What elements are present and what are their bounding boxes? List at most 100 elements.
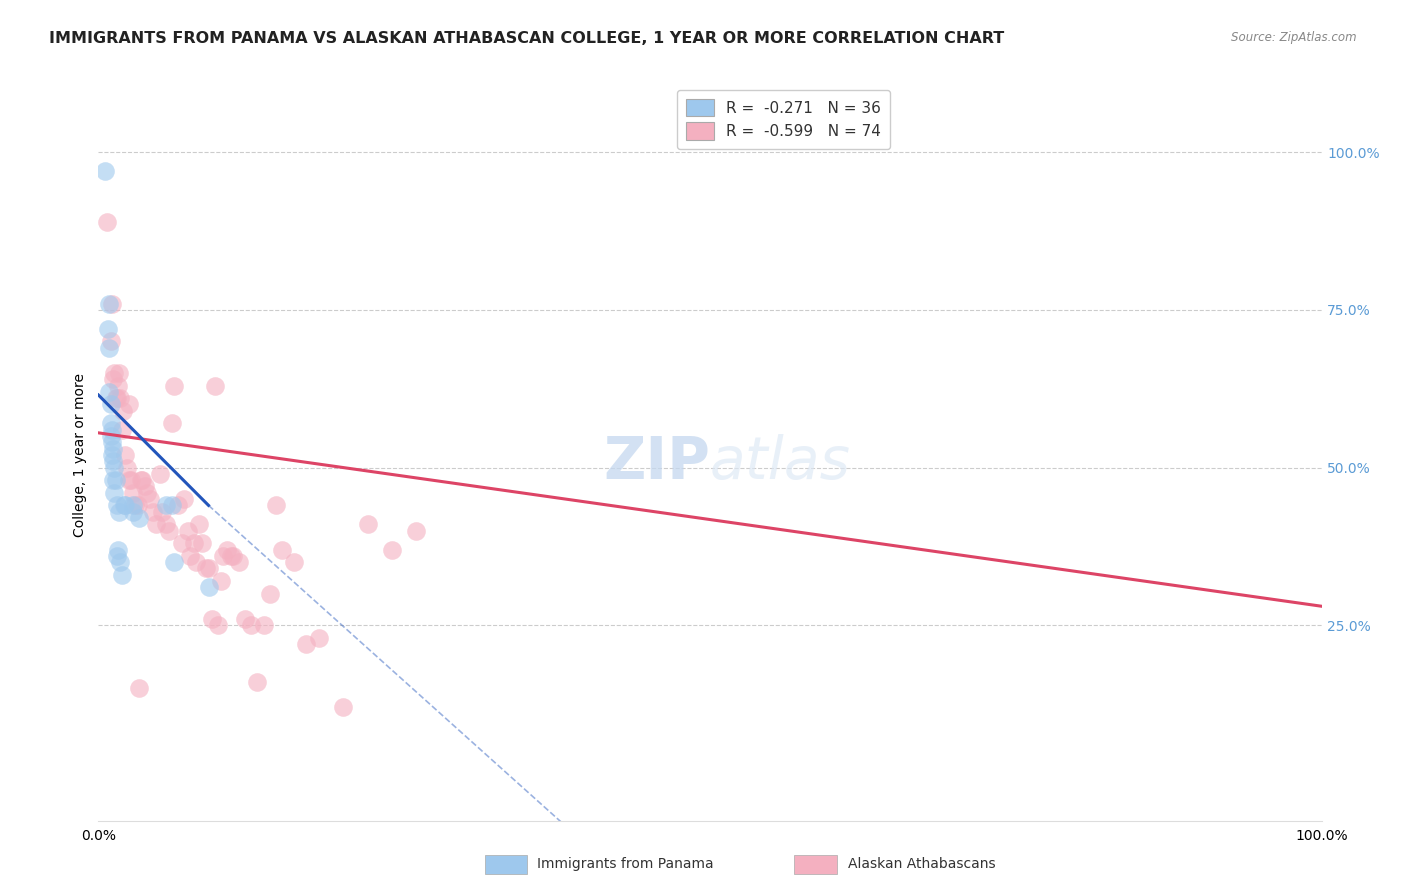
Point (103, 366, 125, 380)
Point (283, 555, 305, 569)
Point (111, 567, 134, 582)
Point (112, 499, 135, 513)
Legend: R =  -0.271   N = 36, R =  -0.599   N = 74: R = -0.271 N = 36, R = -0.599 N = 74 (676, 89, 890, 149)
Point (124, 499, 146, 513)
Point (114, 448, 136, 462)
Point (163, 555, 186, 569)
Point (107, 378, 129, 392)
Point (100, 417, 122, 431)
Point (105, 499, 128, 513)
Point (101, 454, 124, 468)
Point (233, 612, 256, 626)
Point (105, 549, 128, 563)
Point (170, 536, 193, 550)
Point (207, 618, 229, 632)
Point (108, 366, 131, 380)
Point (246, 674, 269, 689)
Point (197, 580, 219, 594)
Point (163, 378, 186, 392)
Text: Source: ZipAtlas.com: Source: ZipAtlas.com (1232, 31, 1357, 45)
Point (264, 499, 287, 513)
Y-axis label: College, 1 year or more: College, 1 year or more (73, 373, 87, 537)
Point (107, 542, 129, 557)
Point (97, 322, 120, 336)
Point (259, 587, 281, 601)
Point (108, 505, 131, 519)
Point (111, 404, 134, 418)
Point (101, 473, 124, 487)
Point (160, 417, 183, 431)
Point (405, 524, 427, 538)
Point (103, 460, 125, 475)
Point (215, 542, 238, 557)
Point (111, 423, 134, 437)
Point (252, 618, 274, 632)
Point (98, 384, 121, 399)
Point (219, 549, 242, 563)
Point (101, 435, 124, 450)
Text: Immigrants from Panama: Immigrants from Panama (537, 857, 714, 871)
Text: atlas: atlas (710, 434, 851, 491)
Point (240, 618, 263, 632)
Point (212, 549, 235, 563)
Point (104, 473, 127, 487)
Point (101, 296, 124, 310)
Point (204, 378, 226, 392)
Point (98, 341, 121, 355)
Point (201, 612, 224, 626)
Point (100, 334, 122, 349)
Point (155, 517, 177, 532)
Point (105, 391, 128, 405)
Point (155, 499, 177, 513)
Point (222, 549, 245, 563)
Text: IMMIGRANTS FROM PANAMA VS ALASKAN ATHABASCAN COLLEGE, 1 YEAR OR MORE CORRELATION: IMMIGRANTS FROM PANAMA VS ALASKAN ATHABA… (49, 31, 1004, 46)
Point (121, 505, 143, 519)
Point (332, 700, 354, 714)
Point (381, 542, 404, 557)
Point (110, 555, 132, 569)
Point (115, 460, 138, 475)
Point (186, 555, 208, 569)
Text: ZIP: ZIP (603, 434, 710, 491)
Point (114, 499, 136, 513)
Point (134, 479, 156, 493)
Point (270, 542, 294, 557)
Point (127, 499, 149, 513)
Point (173, 491, 195, 506)
Point (308, 631, 330, 645)
Point (197, 561, 219, 575)
Point (110, 391, 132, 405)
Point (103, 485, 125, 500)
Point (177, 524, 200, 538)
Point (98, 296, 121, 310)
Point (100, 429, 122, 443)
Point (139, 491, 162, 506)
Point (129, 473, 152, 487)
Point (228, 555, 250, 569)
Text: Alaskan Athabascans: Alaskan Athabascans (848, 857, 995, 871)
Point (356, 517, 378, 532)
Point (157, 524, 180, 538)
Point (101, 442, 124, 456)
Point (179, 549, 201, 563)
Point (101, 448, 124, 462)
Point (195, 561, 218, 575)
Point (131, 473, 153, 487)
Point (145, 517, 167, 532)
Point (120, 473, 142, 487)
Point (118, 397, 141, 411)
Point (101, 423, 124, 437)
Point (93, 164, 115, 178)
Point (149, 467, 172, 481)
Point (191, 536, 214, 550)
Point (128, 511, 150, 525)
Point (187, 517, 209, 532)
Point (128, 681, 150, 696)
Point (96, 214, 118, 228)
Point (121, 499, 143, 513)
Point (160, 499, 183, 513)
Point (101, 372, 124, 386)
Point (142, 505, 165, 519)
Point (100, 397, 122, 411)
Point (295, 637, 318, 651)
